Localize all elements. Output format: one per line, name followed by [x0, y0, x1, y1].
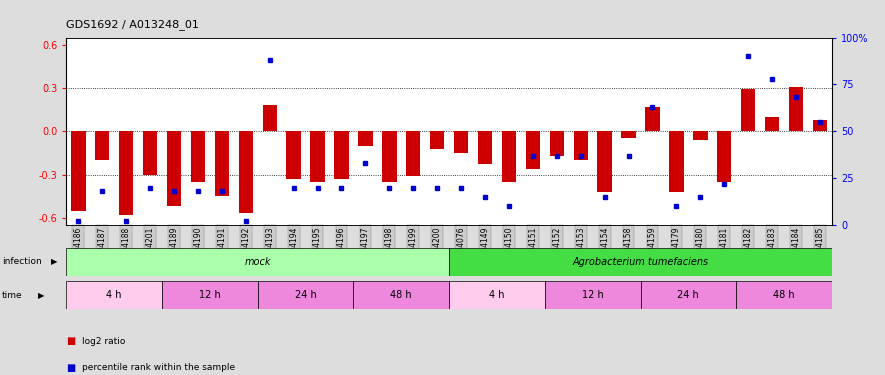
Bar [358, 131, 373, 146]
Text: 48 h: 48 h [390, 290, 412, 300]
Bar [741, 89, 756, 131]
Text: ▶: ▶ [38, 291, 44, 300]
Bar [258, 281, 353, 309]
Text: log2 ratio: log2 ratio [82, 337, 126, 346]
Bar [449, 248, 832, 276]
Bar [693, 131, 707, 140]
Text: 48 h: 48 h [773, 290, 795, 300]
Bar [382, 131, 396, 182]
Text: 24 h: 24 h [678, 290, 699, 300]
Bar [597, 131, 612, 192]
Bar [789, 87, 804, 131]
Bar [406, 131, 420, 176]
Text: ■: ■ [66, 336, 75, 346]
Bar [621, 131, 635, 138]
Bar [645, 107, 659, 131]
Bar [550, 131, 564, 156]
Bar [143, 131, 158, 174]
Bar [641, 281, 736, 309]
Bar [167, 131, 181, 206]
Bar [66, 281, 162, 309]
Bar [736, 281, 832, 309]
Text: ■: ■ [66, 363, 75, 372]
Bar [335, 131, 349, 179]
Bar [215, 131, 229, 196]
Bar [162, 281, 258, 309]
Text: 4 h: 4 h [106, 290, 122, 300]
Bar [454, 131, 468, 153]
Text: Agrobacterium tumefaciens: Agrobacterium tumefaciens [573, 256, 709, 267]
Text: 12 h: 12 h [199, 290, 220, 300]
Bar [430, 131, 444, 148]
Text: 24 h: 24 h [295, 290, 317, 300]
Bar [526, 131, 540, 169]
Text: time: time [2, 291, 22, 300]
Bar [353, 281, 449, 309]
Bar [95, 131, 110, 160]
Bar [812, 120, 827, 131]
Bar [71, 131, 86, 211]
Text: 12 h: 12 h [581, 290, 604, 300]
Text: 4 h: 4 h [489, 290, 504, 300]
Bar [191, 131, 205, 182]
Bar [287, 131, 301, 179]
Bar [573, 131, 588, 160]
Bar [717, 131, 731, 182]
Bar [502, 131, 516, 182]
Bar [765, 117, 780, 131]
Bar [449, 281, 545, 309]
Text: ▶: ▶ [51, 257, 58, 266]
Bar [263, 105, 277, 131]
Text: GDS1692 / A013248_01: GDS1692 / A013248_01 [66, 19, 199, 30]
Bar [669, 131, 683, 192]
Text: mock: mock [244, 256, 271, 267]
Bar [66, 248, 449, 276]
Bar [478, 131, 492, 164]
Text: percentile rank within the sample: percentile rank within the sample [82, 363, 235, 372]
Bar [119, 131, 134, 215]
Text: infection: infection [2, 257, 42, 266]
Bar [545, 281, 641, 309]
Bar [239, 131, 253, 213]
Bar [311, 131, 325, 182]
